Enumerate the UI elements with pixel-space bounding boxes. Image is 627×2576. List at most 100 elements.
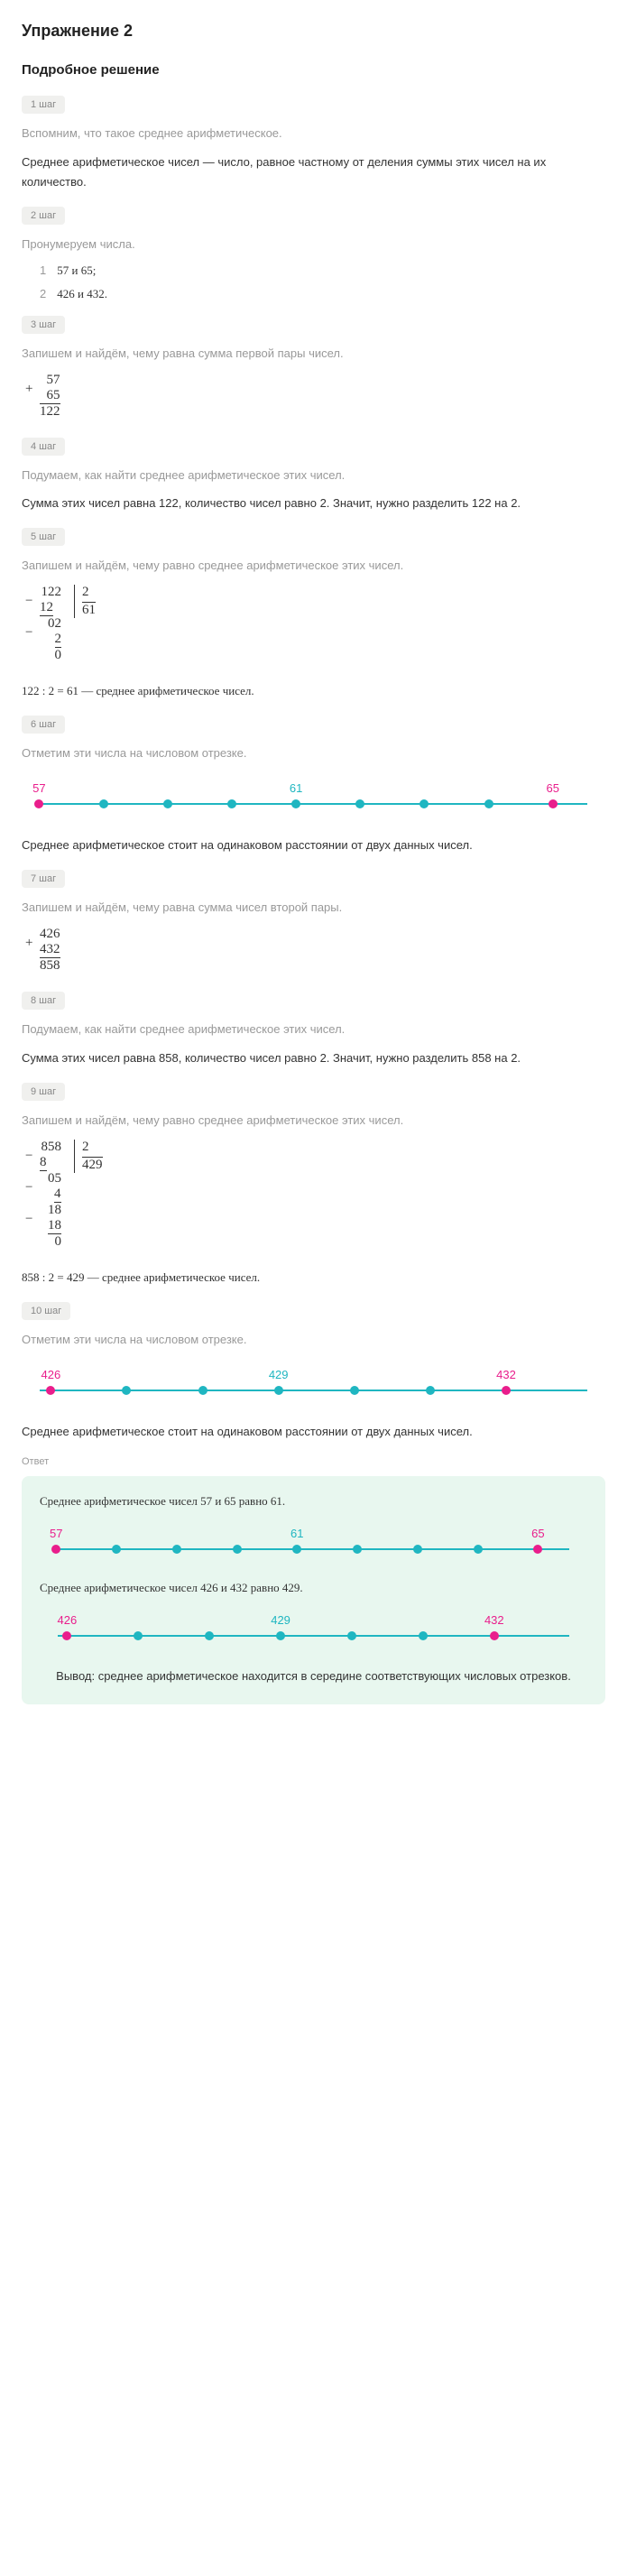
number-line-dot <box>205 1631 214 1640</box>
number-line-1: 57 61 65 <box>22 781 605 817</box>
number-line-2: 426 429 432 <box>22 1368 605 1404</box>
step-2-gray: Пронумеруем числа. <box>22 235 605 254</box>
number-line-label: 432 <box>484 1613 504 1627</box>
number-line-label: 61 <box>290 781 302 795</box>
step-1-recall: Вспомним, что такое среднее арифметическ… <box>22 125 605 143</box>
number-line-dot <box>549 799 558 808</box>
quotient: 61 <box>82 603 96 618</box>
step-1-body: Среднее арифметическое чисел — число, ра… <box>22 152 605 192</box>
number-line-label: 65 <box>531 1527 544 1540</box>
number-line-dot <box>353 1545 362 1554</box>
addend-2: 432 <box>40 942 60 957</box>
sub-1: 12 <box>40 600 61 616</box>
answer-number-line-1: 57 61 65 <box>40 1527 587 1563</box>
number-line-label: 426 <box>41 1368 60 1381</box>
quotient: 429 <box>82 1158 103 1173</box>
step-3-gray: Запишем и найдём, чему равна сумма перво… <box>22 345 605 364</box>
answer-line-2: Среднее арифметическое чисел 426 и 432 р… <box>40 1581 587 1595</box>
number-line-label: 429 <box>271 1613 290 1627</box>
step-7-addition: 426 432 858 <box>40 927 605 974</box>
number-line-dot <box>99 799 108 808</box>
step-3-badge: 3 шаг <box>22 316 65 334</box>
number-line-dot <box>292 1545 301 1554</box>
step-7-gray: Запишем и найдём, чему равна сумма чисел… <box>22 899 605 918</box>
step-5-gray: Запишем и найдём, чему равно среднее ари… <box>22 557 605 576</box>
number-line-dot <box>490 1631 499 1640</box>
step-10-body: Среднее арифметическое стоит на одинаков… <box>22 1422 605 1442</box>
number-line-dot <box>51 1545 60 1554</box>
step-4-gray: Подумаем, как найти среднее арифметическ… <box>22 466 605 485</box>
step-5-result: 122 : 2 = 61 — среднее арифметическое чи… <box>22 681 605 701</box>
list-index: 2 <box>40 287 46 300</box>
step-4-badge: 4 шаг <box>22 438 65 456</box>
number-line-dot <box>172 1545 181 1554</box>
number-line-dot <box>46 1386 55 1395</box>
number-line-dot <box>413 1545 422 1554</box>
step-10-gray: Отметим эти числа на числовом отрезке. <box>22 1331 605 1350</box>
number-line-dot <box>163 799 172 808</box>
addend-2: 65 <box>40 388 60 403</box>
number-line-dot <box>426 1386 435 1395</box>
sub-1: 8 <box>40 1155 61 1171</box>
number-line-dot <box>227 799 236 808</box>
divisor: 2 <box>82 585 96 603</box>
number-line-dot <box>122 1386 131 1395</box>
number-line-dot <box>34 799 43 808</box>
rem-3: 0 <box>40 1234 61 1250</box>
number-line-dot <box>291 799 300 808</box>
number-line-dot <box>484 799 493 808</box>
rem-2: 18 <box>48 1203 61 1218</box>
step-8-badge: 8 шаг <box>22 992 65 1010</box>
list-item: 1 57 и 65; <box>40 263 605 278</box>
answer-box: Среднее арифметическое чисел 57 и 65 рав… <box>22 1476 605 1704</box>
addend-1: 426 <box>40 927 60 942</box>
step-6-gray: Отметим эти числа на числовом отрезке. <box>22 744 605 763</box>
number-line-dot <box>62 1631 71 1640</box>
number-line-label: 65 <box>547 781 559 795</box>
step-9-result: 858 : 2 = 429 — среднее арифметическое ч… <box>22 1268 605 1288</box>
number-line-label: 61 <box>290 1527 303 1540</box>
number-line-label: 432 <box>496 1368 516 1381</box>
answer-line-1: Среднее арифметическое чисел 57 и 65 рав… <box>40 1494 587 1509</box>
step-8-body: Сумма этих чисел равна 858, количество ч… <box>22 1048 605 1068</box>
step-10-badge: 10 шаг <box>22 1302 70 1320</box>
exercise-title: Упражнение 2 <box>22 22 605 41</box>
number-line-dot <box>474 1545 483 1554</box>
number-line-dot <box>112 1545 121 1554</box>
list-text: 426 и 432. <box>57 287 107 300</box>
number-line-label: 57 <box>50 1527 62 1540</box>
step-2-list: 1 57 и 65; 2 426 и 432. <box>40 263 605 301</box>
step-9-division: 858 8 05 4 18 18 0 2 429 <box>40 1140 605 1250</box>
solution-subtitle: Подробное решение <box>22 62 605 78</box>
step-9-gray: Запишем и найдём, чему равно среднее ари… <box>22 1112 605 1131</box>
number-line-dot <box>502 1386 511 1395</box>
dividend: 858 <box>40 1140 61 1155</box>
step-5-badge: 5 шаг <box>22 528 65 546</box>
list-text: 57 и 65; <box>57 263 96 277</box>
step-5-division: 122 12 02 2 0 2 61 <box>40 585 605 663</box>
number-line-dot <box>274 1386 283 1395</box>
number-line-dot <box>198 1386 207 1395</box>
sum: 858 <box>40 958 60 974</box>
answer-conclusion: Вывод: среднее арифметическое находится … <box>40 1667 587 1686</box>
sub-3: 18 <box>48 1218 61 1234</box>
sum: 122 <box>40 404 60 420</box>
number-line-dot <box>347 1631 356 1640</box>
dividend: 122 <box>40 585 61 600</box>
step-6-badge: 6 шаг <box>22 716 65 734</box>
number-line-dot <box>355 799 364 808</box>
number-line-dot <box>350 1386 359 1395</box>
rem-1: 02 <box>48 616 61 632</box>
number-line-label: 426 <box>57 1613 77 1627</box>
list-item: 2 426 и 432. <box>40 287 605 301</box>
number-line-dot <box>533 1545 542 1554</box>
number-line-dot <box>233 1545 242 1554</box>
step-3-addition: 57 65 122 <box>40 373 605 420</box>
rem-1: 05 <box>40 1171 61 1186</box>
sub-2: 2 <box>48 632 61 648</box>
rem-2: 0 <box>40 648 61 663</box>
number-line-label: 57 <box>32 781 45 795</box>
number-line-dot <box>276 1631 285 1640</box>
list-index: 1 <box>40 263 46 277</box>
number-line-label: 429 <box>269 1368 289 1381</box>
